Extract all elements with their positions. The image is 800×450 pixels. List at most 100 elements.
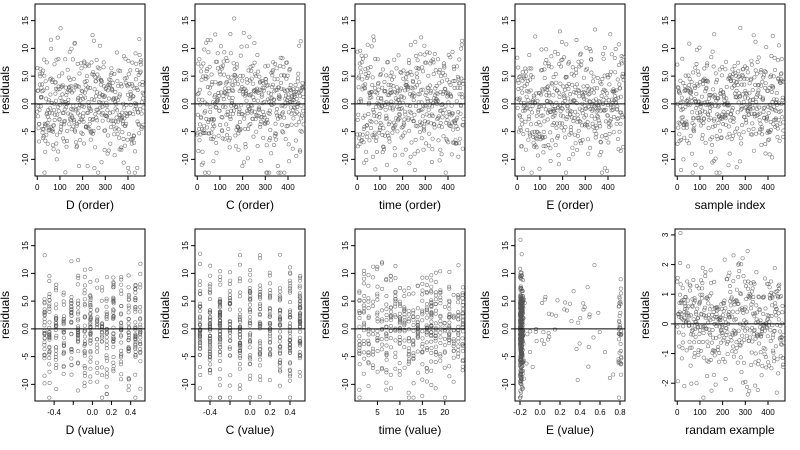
data-point xyxy=(688,283,693,288)
data-point xyxy=(725,135,730,140)
data-point xyxy=(223,105,228,110)
data-point xyxy=(196,149,201,154)
data-point xyxy=(43,79,48,84)
data-point xyxy=(518,266,523,271)
data-point xyxy=(208,344,213,349)
data-point xyxy=(531,93,536,98)
data-point xyxy=(269,151,274,156)
data-point xyxy=(728,303,733,308)
data-point xyxy=(613,100,618,105)
data-point xyxy=(389,309,394,314)
data-point xyxy=(42,373,47,378)
data-point xyxy=(128,89,133,94)
data-point xyxy=(548,146,553,151)
data-point xyxy=(578,120,583,125)
data-point xyxy=(770,155,775,160)
data-point xyxy=(371,299,376,304)
data-point xyxy=(220,115,225,120)
data-point xyxy=(541,129,546,134)
data-point xyxy=(451,127,456,132)
plot-frame xyxy=(34,228,146,402)
data-point xyxy=(106,118,111,123)
data-point xyxy=(61,329,66,334)
data-point xyxy=(577,341,582,346)
data-point xyxy=(236,147,241,152)
data-point xyxy=(205,67,210,72)
y-tick-label: 5.0 xyxy=(181,70,190,82)
data-point xyxy=(141,92,146,97)
data-point xyxy=(366,299,371,304)
data-point xyxy=(618,148,623,153)
data-point xyxy=(380,342,385,347)
data-point xyxy=(447,306,452,311)
data-point xyxy=(297,356,302,361)
data-point xyxy=(451,355,456,360)
data-point xyxy=(609,52,614,57)
data-point xyxy=(54,348,59,353)
data-point xyxy=(275,164,280,169)
data-point xyxy=(221,94,226,99)
data-point xyxy=(433,68,438,73)
data-point xyxy=(38,66,43,71)
data-point xyxy=(47,330,52,335)
data-point xyxy=(415,349,420,354)
data-point xyxy=(713,71,718,76)
data-point xyxy=(744,333,749,338)
data-point xyxy=(429,273,434,278)
data-point xyxy=(420,298,425,303)
data-point xyxy=(258,374,263,379)
data-point xyxy=(42,347,47,352)
data-point xyxy=(205,125,210,130)
data-point xyxy=(527,133,532,138)
data-point xyxy=(364,123,369,128)
data-point xyxy=(69,372,74,377)
data-point xyxy=(81,104,86,109)
x-tick-label: 0.2 xyxy=(554,408,566,417)
data-point xyxy=(414,65,419,70)
data-point xyxy=(579,62,584,67)
data-point xyxy=(771,350,776,355)
data-point xyxy=(104,384,109,389)
y-tick-label: -5 xyxy=(661,128,670,136)
data-point xyxy=(717,170,722,175)
data-point xyxy=(220,136,225,141)
data-point xyxy=(726,103,731,108)
data-point xyxy=(730,85,735,90)
data-point xyxy=(717,334,722,339)
data-point xyxy=(714,80,719,85)
points xyxy=(42,253,143,400)
data-point xyxy=(82,291,87,296)
data-point xyxy=(767,137,772,142)
data-point xyxy=(207,357,212,362)
data-point xyxy=(133,395,138,400)
data-point xyxy=(684,88,689,93)
data-point xyxy=(759,68,764,73)
data-point xyxy=(775,135,780,140)
data-point xyxy=(197,87,202,92)
data-point xyxy=(727,75,732,80)
data-point xyxy=(288,360,293,365)
data-point xyxy=(593,135,598,140)
data-point xyxy=(257,341,262,346)
data-point xyxy=(719,116,724,121)
data-point xyxy=(208,317,213,322)
data-point xyxy=(222,50,227,55)
data-point xyxy=(44,132,49,137)
data-point xyxy=(562,99,567,104)
data-point xyxy=(602,73,607,78)
y-tick-label: 0.0 xyxy=(21,323,30,335)
data-point xyxy=(730,106,735,111)
data-point xyxy=(415,283,420,288)
data-point xyxy=(705,79,710,84)
data-point xyxy=(277,293,282,298)
data-point xyxy=(449,152,454,157)
data-point xyxy=(116,127,121,132)
data-point xyxy=(52,108,57,113)
data-point xyxy=(550,82,555,87)
data-point xyxy=(700,133,705,138)
data-point xyxy=(709,149,714,154)
data-point xyxy=(694,381,699,386)
data-point xyxy=(35,66,40,71)
data-point xyxy=(42,381,47,386)
data-point xyxy=(578,51,583,56)
